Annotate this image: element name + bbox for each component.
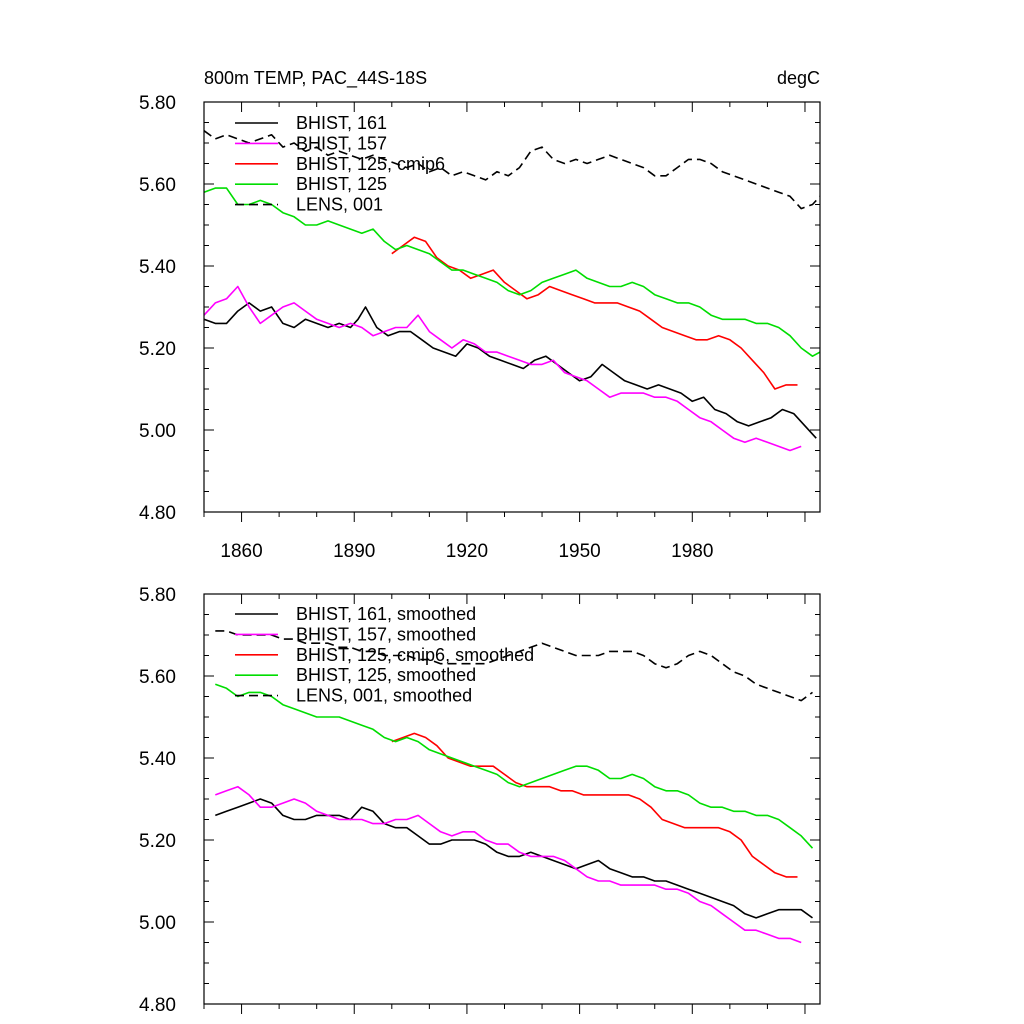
legend-label: BHIST, 157, smoothed (296, 624, 476, 644)
series-group (215, 630, 814, 944)
y-tick-label: 5.20 (139, 339, 176, 360)
x-tick-label: 1860 (220, 541, 262, 562)
x-tick-label: 1950 (558, 541, 600, 562)
chart-title: 800m TEMP, PAC_44S-18S (204, 68, 427, 89)
series-line-2 (215, 785, 802, 944)
x-tick-label: 1920 (446, 541, 488, 562)
series-line-3 (391, 732, 798, 878)
y-tick-label: 5.80 (139, 93, 176, 114)
y-tick-label: 4.80 (139, 995, 176, 1016)
top-panel: 4.80 5.00 5.20 5.40 5.60 5.80 1860 1890 1920 1950… (139, 93, 821, 562)
series-line-1 (204, 302, 817, 439)
series-line-3 (391, 236, 798, 390)
series-line-4 (204, 187, 820, 357)
bottom-panel: 4.80 5.00 5.20 5.40 5.60 5.80 BHIST, 161, smoo… (139, 585, 821, 1016)
legend-label: BHIST, 161 (296, 113, 387, 133)
legend-label: LENS, 001 (296, 195, 383, 215)
legend-label: BHIST, 125 (296, 174, 387, 194)
y-tick-label: 5.20 (139, 831, 176, 852)
y-tick-label: 5.40 (139, 257, 176, 278)
x-tick-label: 1890 (333, 541, 375, 562)
series-line-4 (215, 683, 814, 849)
legend-label: LENS, 001, smoothed (296, 686, 472, 706)
y-tick-label: 5.00 (139, 913, 176, 934)
series-line-5 (204, 130, 820, 210)
y-tick-label: 5.60 (139, 175, 176, 196)
y-tick-label: 5.60 (139, 667, 176, 688)
y-tick-label: 4.80 (139, 503, 176, 524)
legend-label: BHIST, 125, cmip6 (296, 154, 445, 174)
units-label: degC (777, 68, 820, 88)
y-tick-label: 5.00 (139, 421, 176, 442)
series-group (204, 130, 820, 452)
x-tick-label: 1980 (671, 541, 713, 562)
y-tick-label: 5.40 (139, 749, 176, 770)
series-line-2 (204, 285, 802, 452)
y-tick-label: 5.80 (139, 585, 176, 606)
legend-label: BHIST, 125, smoothed (296, 665, 476, 685)
legend-label: BHIST, 125, cmip6, smoothed (296, 645, 534, 665)
series-line-5 (215, 630, 813, 702)
legend-label: BHIST, 161, smoothed (296, 604, 476, 624)
legend-label: BHIST, 157 (296, 133, 387, 153)
series-line-1 (215, 798, 813, 919)
